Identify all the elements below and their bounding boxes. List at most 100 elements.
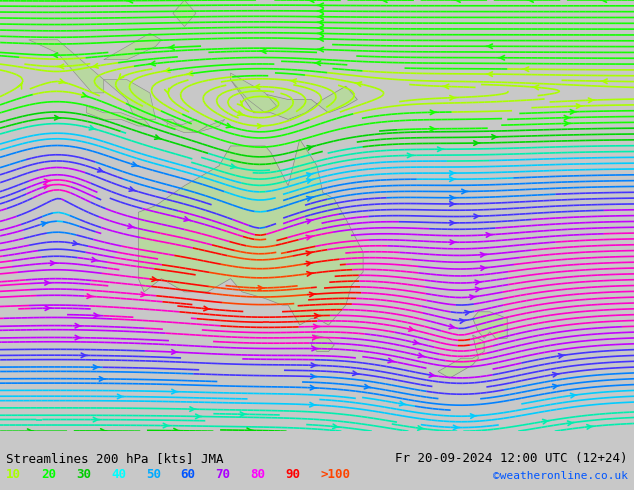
Text: ©weatheronline.co.uk: ©weatheronline.co.uk	[493, 471, 628, 481]
FancyArrowPatch shape	[94, 313, 100, 318]
FancyArrowPatch shape	[165, 88, 169, 94]
Text: Fr 20-09-2024 12:00 UTC (12+24): Fr 20-09-2024 12:00 UTC (12+24)	[395, 452, 628, 465]
FancyArrowPatch shape	[313, 335, 319, 340]
FancyArrowPatch shape	[317, 3, 323, 7]
FancyArrowPatch shape	[559, 354, 565, 358]
FancyArrowPatch shape	[564, 121, 571, 126]
Text: 10: 10	[6, 468, 22, 481]
FancyArrowPatch shape	[399, 401, 406, 406]
FancyArrowPatch shape	[168, 45, 174, 49]
Polygon shape	[167, 120, 196, 133]
FancyArrowPatch shape	[381, 0, 387, 2]
FancyArrowPatch shape	[132, 162, 138, 167]
FancyArrowPatch shape	[98, 168, 104, 172]
FancyArrowPatch shape	[408, 153, 413, 158]
FancyArrowPatch shape	[126, 0, 133, 3]
FancyArrowPatch shape	[100, 377, 105, 381]
FancyArrowPatch shape	[307, 173, 313, 177]
Text: 50: 50	[146, 468, 161, 481]
FancyArrowPatch shape	[309, 292, 316, 297]
FancyArrowPatch shape	[314, 61, 321, 65]
Polygon shape	[138, 139, 363, 325]
FancyArrowPatch shape	[226, 123, 233, 128]
Polygon shape	[104, 33, 162, 60]
FancyArrowPatch shape	[257, 124, 264, 128]
Text: 40: 40	[111, 468, 126, 481]
FancyArrowPatch shape	[553, 384, 559, 389]
FancyArrowPatch shape	[307, 0, 314, 2]
FancyArrowPatch shape	[443, 84, 449, 89]
FancyArrowPatch shape	[117, 394, 124, 399]
FancyArrowPatch shape	[450, 240, 456, 245]
FancyArrowPatch shape	[409, 327, 415, 331]
FancyArrowPatch shape	[474, 214, 480, 219]
FancyArrowPatch shape	[418, 353, 425, 358]
FancyArrowPatch shape	[306, 251, 313, 255]
FancyArrowPatch shape	[312, 346, 318, 351]
FancyArrowPatch shape	[450, 202, 456, 206]
FancyArrowPatch shape	[44, 184, 50, 189]
FancyArrowPatch shape	[196, 414, 202, 418]
FancyArrowPatch shape	[311, 363, 317, 368]
FancyArrowPatch shape	[141, 292, 147, 296]
FancyArrowPatch shape	[82, 93, 88, 97]
FancyArrowPatch shape	[462, 189, 468, 194]
FancyArrowPatch shape	[437, 147, 444, 151]
FancyArrowPatch shape	[317, 48, 323, 52]
Text: 70: 70	[216, 468, 231, 481]
FancyArrowPatch shape	[92, 64, 98, 68]
FancyArrowPatch shape	[353, 371, 359, 375]
FancyArrowPatch shape	[453, 425, 460, 430]
FancyArrowPatch shape	[237, 101, 242, 106]
FancyArrowPatch shape	[492, 135, 498, 139]
Polygon shape	[438, 335, 484, 378]
FancyArrowPatch shape	[564, 116, 571, 120]
FancyArrowPatch shape	[475, 280, 481, 285]
FancyArrowPatch shape	[481, 252, 487, 257]
FancyArrowPatch shape	[93, 365, 100, 369]
FancyArrowPatch shape	[128, 224, 134, 228]
FancyArrowPatch shape	[51, 261, 56, 265]
FancyArrowPatch shape	[45, 281, 51, 285]
Text: 60: 60	[181, 468, 196, 481]
FancyArrowPatch shape	[55, 116, 61, 120]
FancyArrowPatch shape	[307, 179, 313, 183]
FancyArrowPatch shape	[430, 110, 436, 115]
FancyArrowPatch shape	[41, 222, 48, 226]
FancyArrowPatch shape	[481, 266, 487, 270]
FancyArrowPatch shape	[365, 385, 371, 389]
FancyArrowPatch shape	[51, 53, 58, 57]
FancyArrowPatch shape	[486, 72, 493, 76]
Polygon shape	[162, 120, 179, 126]
FancyArrowPatch shape	[311, 374, 317, 379]
FancyArrowPatch shape	[89, 125, 96, 130]
FancyArrowPatch shape	[486, 233, 493, 237]
FancyArrowPatch shape	[450, 324, 454, 329]
FancyArrowPatch shape	[553, 372, 559, 377]
FancyArrowPatch shape	[238, 111, 244, 115]
FancyArrowPatch shape	[172, 390, 178, 394]
FancyArrowPatch shape	[75, 335, 81, 340]
FancyArrowPatch shape	[152, 277, 158, 281]
Polygon shape	[173, 0, 196, 26]
FancyArrowPatch shape	[429, 373, 436, 377]
FancyArrowPatch shape	[317, 15, 323, 19]
FancyArrowPatch shape	[413, 340, 420, 344]
FancyArrowPatch shape	[307, 146, 314, 150]
FancyArrowPatch shape	[418, 426, 424, 430]
FancyArrowPatch shape	[317, 37, 323, 41]
FancyArrowPatch shape	[310, 386, 316, 390]
FancyArrowPatch shape	[314, 324, 320, 329]
FancyArrowPatch shape	[306, 261, 313, 266]
FancyArrowPatch shape	[430, 126, 436, 131]
FancyArrowPatch shape	[567, 421, 574, 425]
FancyArrowPatch shape	[306, 235, 313, 240]
FancyArrowPatch shape	[454, 0, 460, 2]
Polygon shape	[472, 312, 507, 338]
FancyArrowPatch shape	[587, 425, 593, 429]
FancyArrowPatch shape	[527, 0, 533, 2]
FancyArrowPatch shape	[59, 79, 66, 83]
FancyArrowPatch shape	[101, 429, 107, 433]
FancyArrowPatch shape	[450, 196, 456, 200]
FancyArrowPatch shape	[129, 187, 136, 191]
